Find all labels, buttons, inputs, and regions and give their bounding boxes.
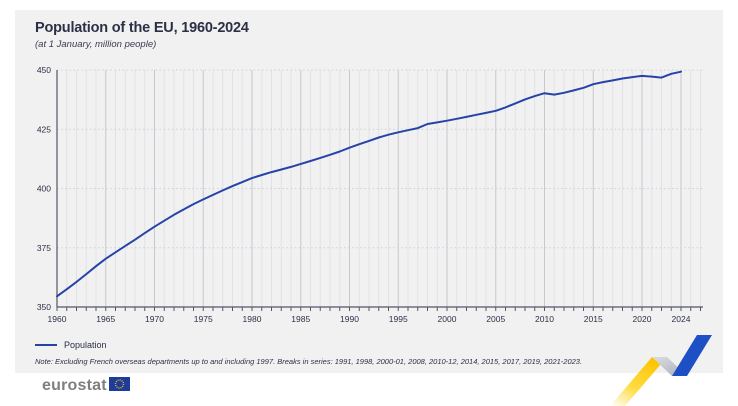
chart-title: Population of the EU, 1960-2024 — [35, 20, 249, 36]
svg-text:1970: 1970 — [145, 314, 164, 324]
svg-text:1960: 1960 — [48, 314, 67, 324]
trend-arrow-graphic — [610, 335, 712, 406]
svg-text:2015: 2015 — [584, 314, 603, 324]
svg-text:2000: 2000 — [438, 314, 457, 324]
svg-text:450: 450 — [37, 65, 51, 75]
svg-text:2005: 2005 — [486, 314, 505, 324]
svg-text:425: 425 — [37, 124, 51, 134]
svg-text:1965: 1965 — [96, 314, 115, 324]
svg-text:2020: 2020 — [633, 314, 652, 324]
svg-text:2024: 2024 — [672, 314, 691, 324]
svg-text:2010: 2010 — [535, 314, 554, 324]
svg-text:1985: 1985 — [291, 314, 310, 324]
legend-line-swatch — [35, 344, 57, 346]
eu-flag-icon — [108, 377, 130, 396]
svg-text:1995: 1995 — [389, 314, 408, 324]
eurostat-wordmark: eurostat — [42, 376, 107, 394]
svg-text:375: 375 — [37, 243, 51, 253]
legend-label: Population — [64, 340, 107, 350]
svg-text:1980: 1980 — [243, 314, 262, 324]
svg-text:1975: 1975 — [194, 314, 213, 324]
chart-panel: Population of the EU, 1960-2024 (at 1 Ja… — [15, 10, 723, 373]
eurostat-logo: eurostat — [42, 376, 130, 395]
chart-legend: Population — [35, 340, 107, 350]
svg-text:350: 350 — [37, 302, 51, 312]
chart-subtitle: (at 1 January, million people) — [35, 39, 157, 50]
population-line-chart: 350 375 400 425 450 1960 1965 1970 1975 1980 1985 1… — [37, 65, 703, 324]
svg-text:1990: 1990 — [340, 314, 359, 324]
svg-text:400: 400 — [37, 184, 51, 194]
footnote: Note: Excluding French overseas departme… — [35, 357, 583, 366]
